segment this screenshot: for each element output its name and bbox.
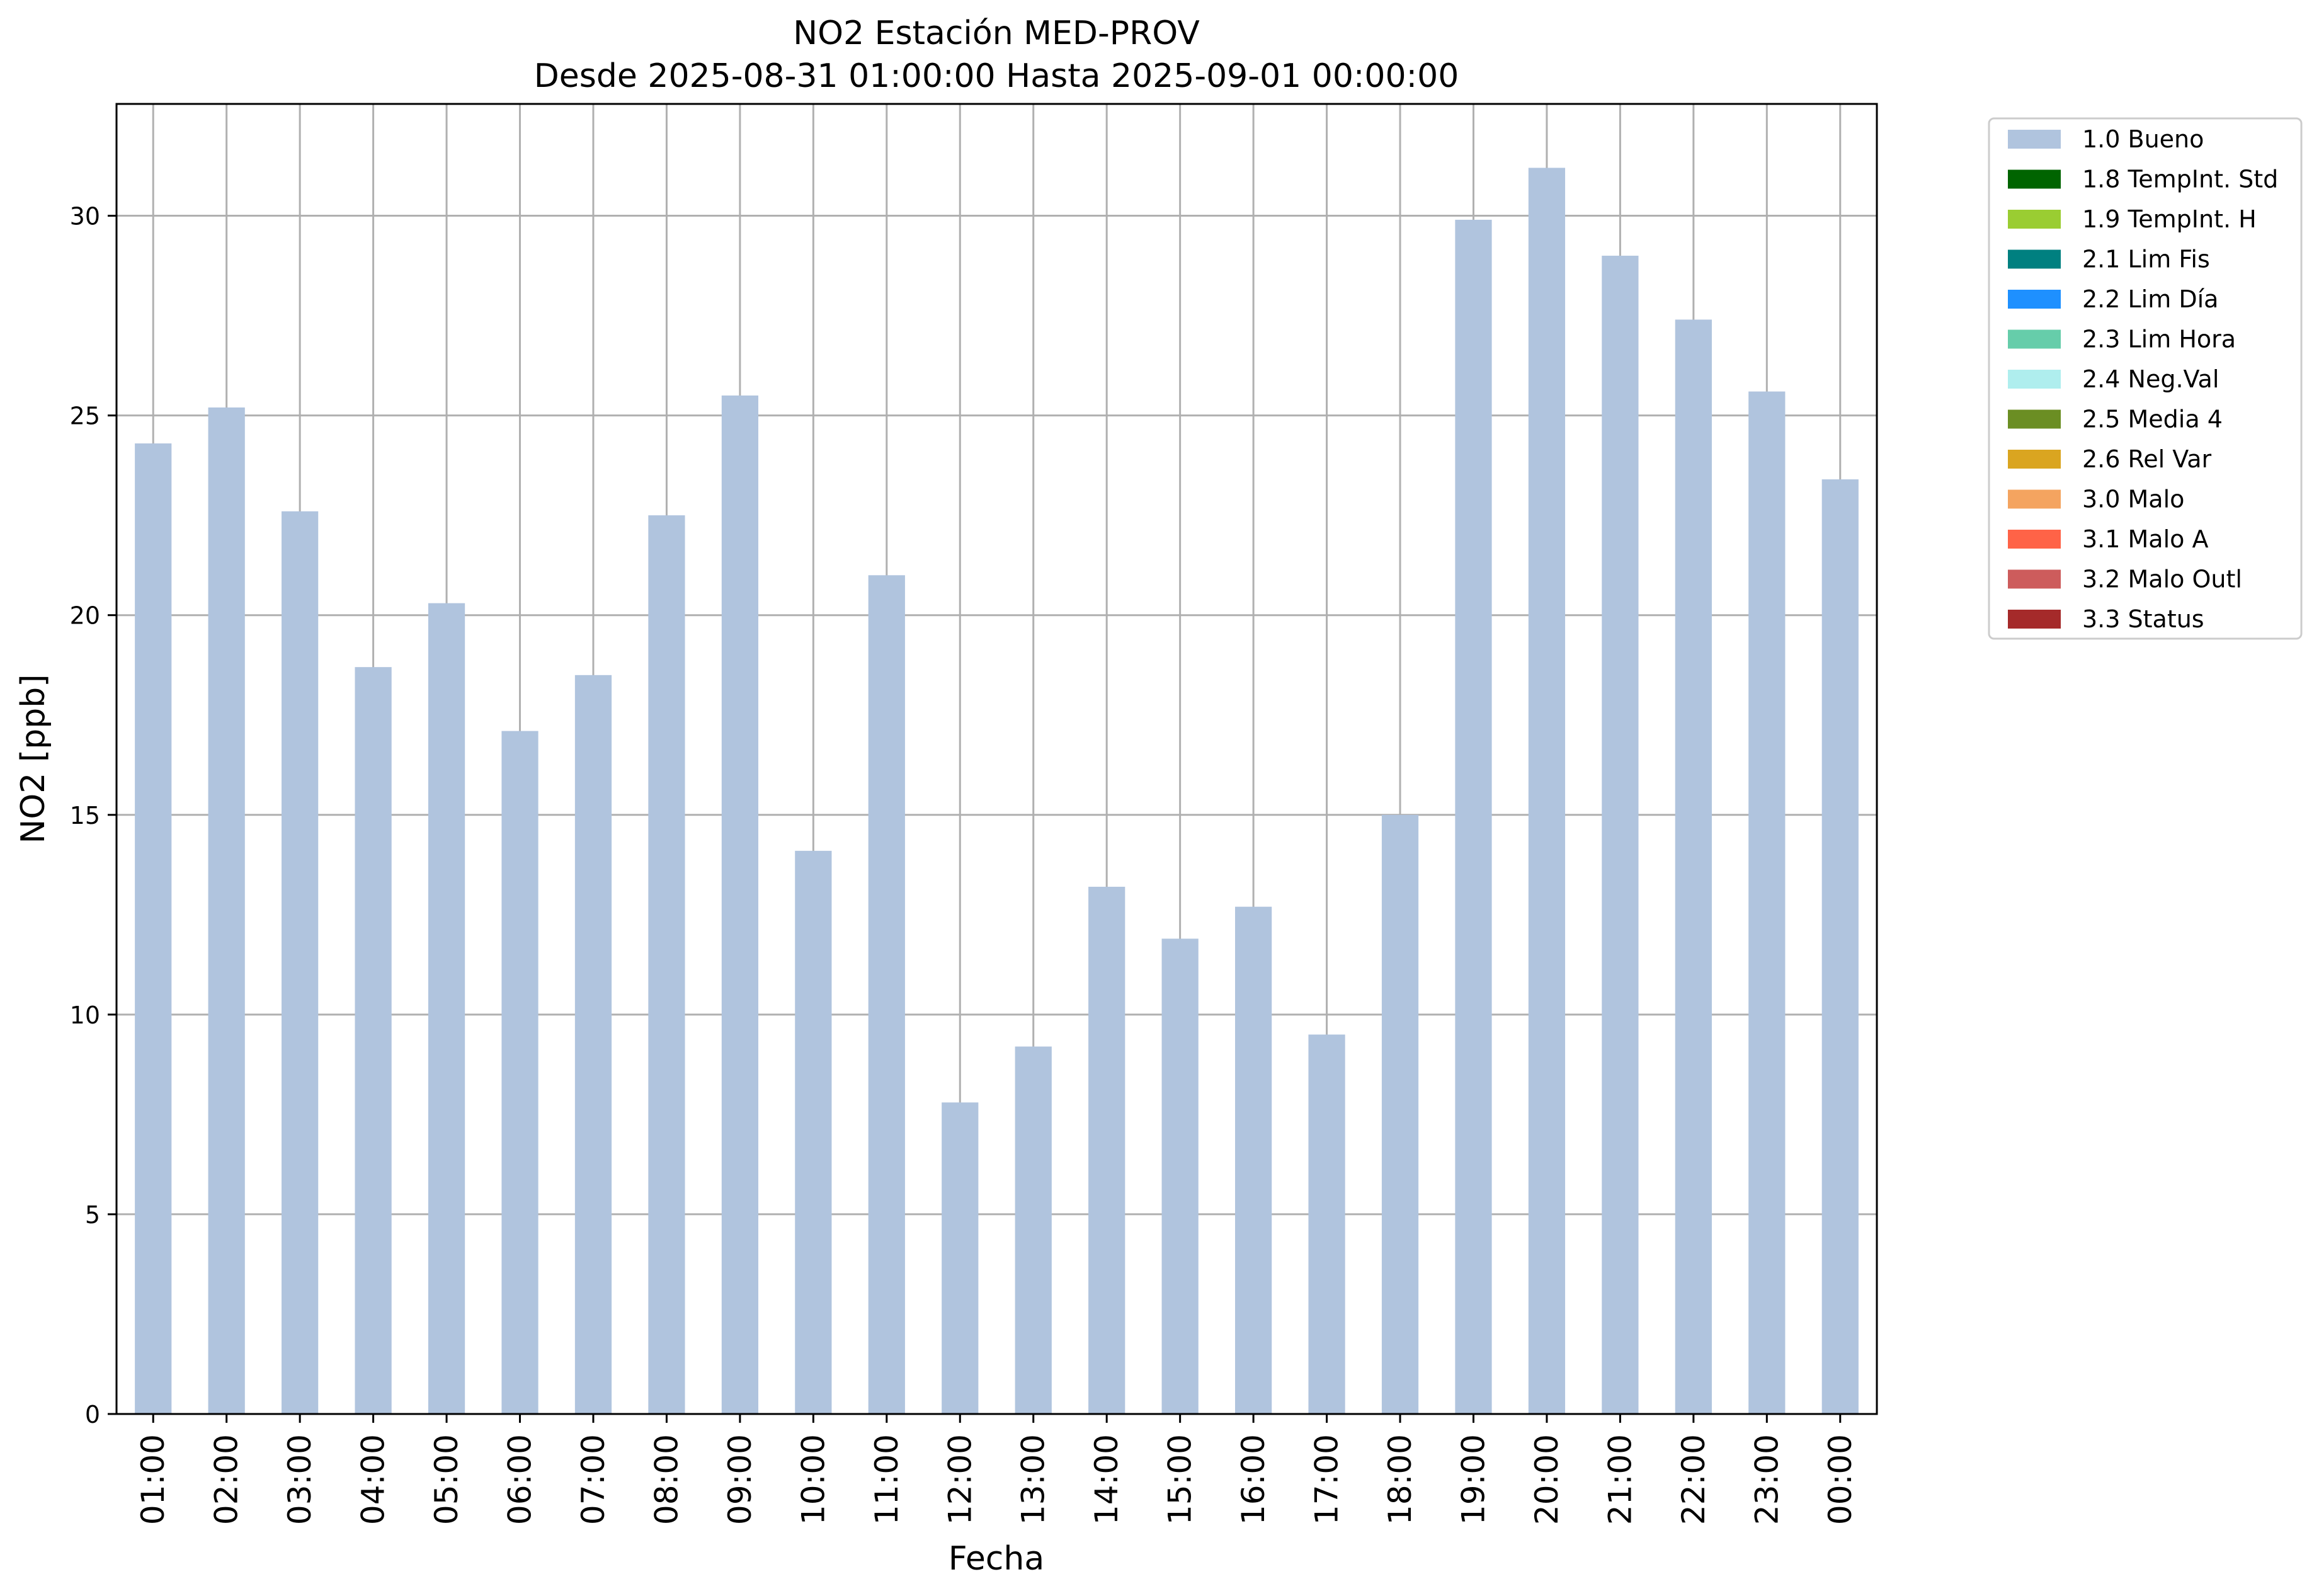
x-tick-label: 22:00 [1675, 1434, 1712, 1525]
x-tick-label: 03:00 [282, 1434, 318, 1525]
bar [1088, 886, 1125, 1414]
bar [1455, 219, 1492, 1414]
bar [942, 1102, 979, 1414]
x-tick-label: 15:00 [1162, 1434, 1199, 1525]
bar [721, 395, 759, 1415]
legend-swatch [2008, 409, 2061, 429]
bar [208, 407, 245, 1415]
x-tick-label: 17:00 [1309, 1434, 1345, 1525]
y-tick-label: 15 [70, 802, 100, 829]
legend-swatch [2008, 370, 2061, 389]
bar [1675, 319, 1712, 1415]
legend: 1.0 Bueno 1.8 TempInt. Std 1.9 TempInt. H 2… [1988, 117, 2303, 640]
bar [1821, 479, 1859, 1414]
legend-swatch [2008, 610, 2061, 629]
x-tick-label: 05:00 [428, 1434, 465, 1525]
x-tick-label: 04:00 [355, 1434, 392, 1525]
bar [282, 511, 319, 1414]
bar [428, 603, 465, 1415]
x-tick-label: 19:00 [1455, 1434, 1491, 1525]
bar [574, 675, 612, 1414]
bar [1528, 168, 1566, 1415]
legend-swatch [2008, 249, 2061, 269]
bar [1234, 906, 1272, 1414]
x-tick-label: 08:00 [648, 1434, 685, 1525]
legend-label: 3.0 Malo [2082, 486, 2184, 513]
x-tick-label: 02:00 [208, 1434, 245, 1525]
y-tick-label: 5 [85, 1201, 100, 1229]
bar [1602, 255, 1639, 1415]
legend-swatch [2008, 290, 2061, 309]
x-tick-label: 20:00 [1529, 1434, 1565, 1525]
x-tick-label: 21:00 [1602, 1434, 1638, 1525]
x-tick-label: 06:00 [502, 1434, 538, 1525]
legend-label: 2.5 Media 4 [2082, 406, 2223, 433]
y-tick-label: 30 [70, 203, 100, 231]
x-tick-label: 16:00 [1235, 1434, 1272, 1525]
legend-frame [1988, 117, 2303, 640]
x-tick-label: 11:00 [869, 1434, 905, 1525]
x-tick-label: 13:00 [1015, 1434, 1052, 1525]
bar [1161, 938, 1199, 1414]
legend-label: 3.1 Malo A [2082, 525, 2208, 553]
x-axis: 01:00 02:00 03:00 04:00 05:00 06:00 07:00 08:00… [135, 1414, 1859, 1525]
legend-label: 3.2 Malo Outl [2082, 566, 2242, 593]
legend-label: 2.6 Rel Var [2082, 445, 2212, 473]
legend-swatch [2008, 130, 2061, 149]
legend-label: 2.1 Lim Fis [2082, 246, 2210, 273]
bar [648, 515, 685, 1415]
legend-label: 2.4 Neg.Val [2082, 365, 2219, 393]
legend-swatch [2008, 169, 2061, 189]
legend-swatch [2008, 569, 2061, 589]
legend-label: 1.8 TempInt. Std [2082, 166, 2278, 193]
x-tick-label: 14:00 [1088, 1434, 1125, 1525]
legend-swatch [2008, 489, 2061, 509]
x-tick-label: 18:00 [1382, 1434, 1418, 1525]
legend-label: 3.3 Status [2082, 605, 2204, 633]
x-axis-label: Fecha [949, 1540, 1044, 1578]
bar [355, 667, 392, 1414]
bar [1381, 814, 1419, 1414]
legend-label: 2.3 Lim Hora [2082, 326, 2236, 353]
bar [1748, 391, 1786, 1414]
x-tick-label: 23:00 [1748, 1434, 1785, 1525]
y-tick-label: 25 [70, 402, 100, 430]
legend-swatch [2008, 210, 2061, 229]
x-tick-label: 01:00 [135, 1434, 171, 1525]
y-tick-label: 20 [70, 602, 100, 630]
y-axis-label: NO2 [ppb] [14, 674, 52, 843]
bar [1015, 1046, 1052, 1414]
bar [1308, 1034, 1345, 1414]
bar [135, 443, 172, 1414]
legend-label: 1.0 Bueno [2082, 125, 2204, 153]
bar [501, 731, 538, 1414]
bar [868, 575, 905, 1414]
legend-label: 2.2 Lim Día [2082, 285, 2218, 313]
x-tick-label: 00:00 [1822, 1434, 1859, 1525]
x-tick-label: 07:00 [575, 1434, 612, 1525]
bars [135, 168, 1859, 1415]
bar [795, 850, 832, 1414]
x-tick-label: 12:00 [942, 1434, 978, 1525]
chart-title: NO2 Estación MED-PROV [793, 14, 1200, 52]
legend-swatch [2008, 450, 2061, 469]
y-axis: 0 5 10 15 20 25 30 [70, 203, 117, 1428]
legend-swatch [2008, 329, 2061, 349]
y-tick-label: 0 [85, 1401, 100, 1428]
y-tick-label: 10 [70, 1001, 100, 1029]
x-tick-label: 09:00 [722, 1434, 758, 1525]
plot-frame [115, 103, 1878, 1415]
legend-swatch [2008, 530, 2061, 549]
chart-subtitle: Desde 2025-08-31 01:00:00 Hasta 2025-09-… [534, 57, 1459, 95]
x-tick-label: 10:00 [795, 1434, 831, 1525]
legend-label: 1.9 TempInt. H [2082, 205, 2257, 233]
